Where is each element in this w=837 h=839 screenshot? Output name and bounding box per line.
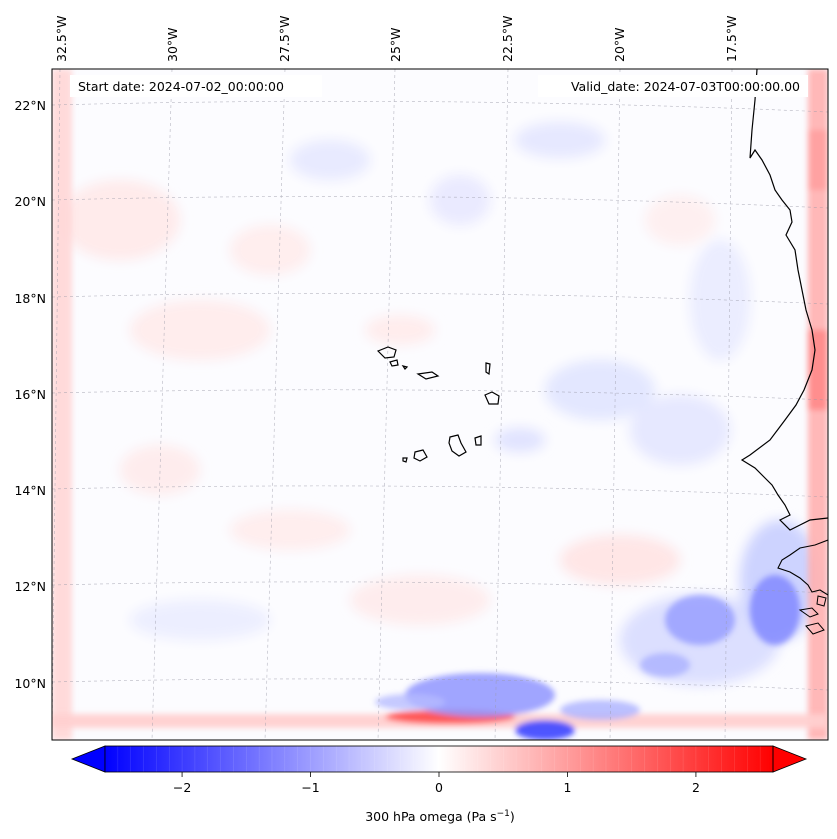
colorbar-label: 300 hPa omega (Pa s−1) (365, 809, 515, 824)
lon-label: 27.5°W (277, 16, 292, 62)
island-sao-vicente (389, 359, 399, 367)
island-sao-nicolau (416, 371, 440, 380)
island-santiago (448, 434, 467, 457)
map-frame (51, 68, 829, 741)
bijagos-island-3 (816, 595, 827, 607)
island-sal (485, 362, 491, 376)
island-santa-luzia (401, 365, 409, 370)
island-fogo (413, 449, 428, 462)
colorbar-gradient (105, 746, 773, 772)
map-panel: Start date: 2024-07-02_00:00:00 Valid_da… (51, 68, 829, 741)
omega-field (52, 69, 828, 740)
colorbar-tick-label: −2 (173, 780, 191, 795)
island-maio (474, 435, 482, 446)
lat-label: 16°N (14, 387, 46, 402)
island-santo-antao (376, 346, 397, 359)
colorbar-bands (117, 746, 761, 772)
start-date-box (70, 75, 322, 97)
longitude-labels: 32.5°W 30°W 27.5°W 25°W 22.5°W 20°W 17.5… (54, 16, 739, 62)
lon-label: 30°W (165, 27, 180, 62)
colorbar-tick-label: 0 (435, 780, 443, 795)
colorbar-tick-label: 1 (563, 780, 571, 795)
lat-label: 20°N (14, 194, 46, 209)
lat-label: 14°N (14, 483, 46, 498)
bijagos-island-2 (805, 622, 825, 635)
lon-label: 20°W (612, 27, 627, 62)
colorbar-extend-max (772, 745, 808, 773)
colorbar-tick-label: −1 (301, 780, 319, 795)
lat-label: 22°N (14, 98, 46, 113)
bijagos-island-1 (798, 607, 819, 618)
guinea-coastline (777, 539, 828, 596)
lat-label: 10°N (14, 676, 46, 691)
valid-date-label: Valid_date: 2024-07-03T00:00:00.00 (571, 79, 800, 94)
boundary-strips (52, 69, 828, 740)
colorbar-tick-label: 2 (692, 780, 700, 795)
island-brava (402, 457, 408, 463)
latitude-labels: 22°N 20°N 18°N 16°N 14°N 12°N 10°N (14, 98, 46, 691)
island-boa-vista (484, 391, 500, 405)
africa-coastline (740, 69, 828, 531)
cabo-verde-islands (376, 346, 500, 463)
colorbar: −2 −1 0 1 2 300 hPa omega (Pa s−1) (70, 745, 808, 824)
lon-label: 17.5°W (724, 16, 739, 62)
omega-broad-patches (60, 122, 820, 685)
lon-label: 25°W (388, 27, 403, 62)
colorbar-extend-min (70, 745, 106, 773)
colorbar-ticks: −2 −1 0 1 2 (173, 772, 700, 795)
lower-band-features (52, 575, 828, 740)
graticule (52, 69, 828, 740)
valid-date-box (538, 75, 808, 97)
lat-label: 12°N (14, 579, 46, 594)
lon-label: 22.5°W (500, 16, 515, 62)
lat-label: 18°N (14, 291, 46, 306)
start-date-label: Start date: 2024-07-02_00:00:00 (78, 79, 284, 94)
lon-label: 32.5°W (54, 16, 69, 62)
